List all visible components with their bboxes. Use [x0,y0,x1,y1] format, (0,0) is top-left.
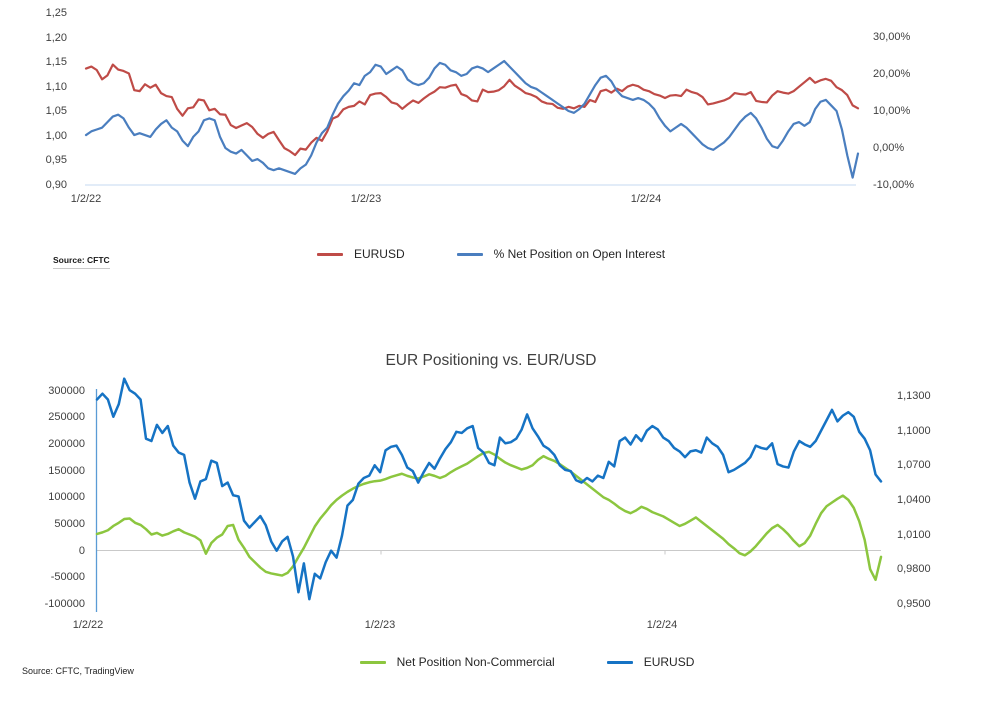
legend-label-eurusd: EURUSD [353,247,405,261]
chart-0-left-axis-label: 1,00 [45,129,67,142]
chart-0-right-axis-label: -10,00% [873,179,914,191]
net-position-line-swatch [359,660,386,664]
eurusd-bottom-line-swatch [606,660,633,664]
chart-0-left-axis-label: 1,25 [45,7,67,19]
chart-1-left-axis-label: 150000 [48,464,85,477]
source-note-bottom: Source: CFTC, TradingView [22,666,134,676]
chart-1-left-axis-label: 250000 [48,411,85,424]
net-position-oi-line-swatch [456,252,483,256]
chart-0-right-axis-label: 30,00% [873,31,911,43]
chart-1-right-axis-label: 1,0400 [897,493,931,506]
chart-0-left-axis-label: 1,05 [45,105,67,118]
chart-1-left-axis-label: 0 [78,544,85,557]
chart-1-right-axis-label: 1,1000 [897,424,931,437]
chart-0-left-axis-label: 1,15 [45,56,67,69]
chart-1-left-axis-label: 100000 [48,491,85,504]
chart-0-x-axis-label: 1/2/22 [70,193,102,205]
chart-1-left-axis-label: -50000 [50,571,85,584]
chart-1-right-axis-label: 1,1300 [897,390,931,402]
chart-1-left-axis-label: 200000 [48,437,85,450]
chart-0-left-axis-label: 0,90 [45,179,67,191]
eurusd-line [95,377,883,601]
net-position-on-open-interest-line [84,59,860,179]
chart-0-left-axis-label: 0,95 [45,154,67,167]
chart-1-x-axis-label: 1/2/22 [72,619,104,631]
chart-0-x-axis-label: 1/2/23 [350,193,382,205]
chart-0-left-axis-label: 1,20 [45,31,67,44]
chart-0-right-axis-label: 20,00% [873,68,911,80]
eurusd-line-swatch [316,252,343,256]
eurusd-line [84,63,860,157]
net-position-non-commercial-line [95,450,883,582]
legend-label-net-position: Net Position Non-Commercial [396,655,555,669]
chart-0-right-axis-label: 10,00% [873,105,911,117]
chart-1-right-axis-label: 1,0100 [897,528,931,541]
chart-1-right-axis-label: 0,9800 [897,563,931,576]
chart-0-x-axis-label: 1/2/24 [630,193,662,205]
legend-label-net-position-oi: % Net Position on Open Interest [493,247,666,261]
chart-1-left-axis-label: 300000 [48,384,85,397]
legend-item-eurusd: EURUSD [316,247,405,261]
legend-bottom-chart: Net Position Non-Commercial EURUSD [36,655,982,669]
chart-0-right-axis-label: 0,00% [873,142,905,154]
source-note-top: Source: CFTC [53,255,110,269]
chart-0-left-axis-label: 1,10 [45,80,67,93]
legend-label-eurusd-bottom: EURUSD [643,655,695,669]
chart-1-left-axis-label: -100000 [44,597,85,610]
legend-item-eurusd-bottom: EURUSD [606,655,695,669]
chart-1-left-axis-label: 50000 [54,517,85,530]
chart-1-x-axis-label: 1/2/24 [646,619,678,631]
bottom-chart-title: EUR Positioning vs. EUR/USD [385,352,597,369]
chart-1-right-axis-label: 1,0700 [897,459,931,472]
legend-top-chart: EURUSD % Net Position on Open Interest [0,247,982,261]
legend-item-net-position-oi: % Net Position on Open Interest [456,247,666,261]
chart-1-right-axis-label: 0,9500 [897,597,931,610]
legend-item-net-position-noncommercial: Net Position Non-Commercial [359,655,555,669]
chart-1-x-axis-label: 1/2/23 [364,619,396,631]
